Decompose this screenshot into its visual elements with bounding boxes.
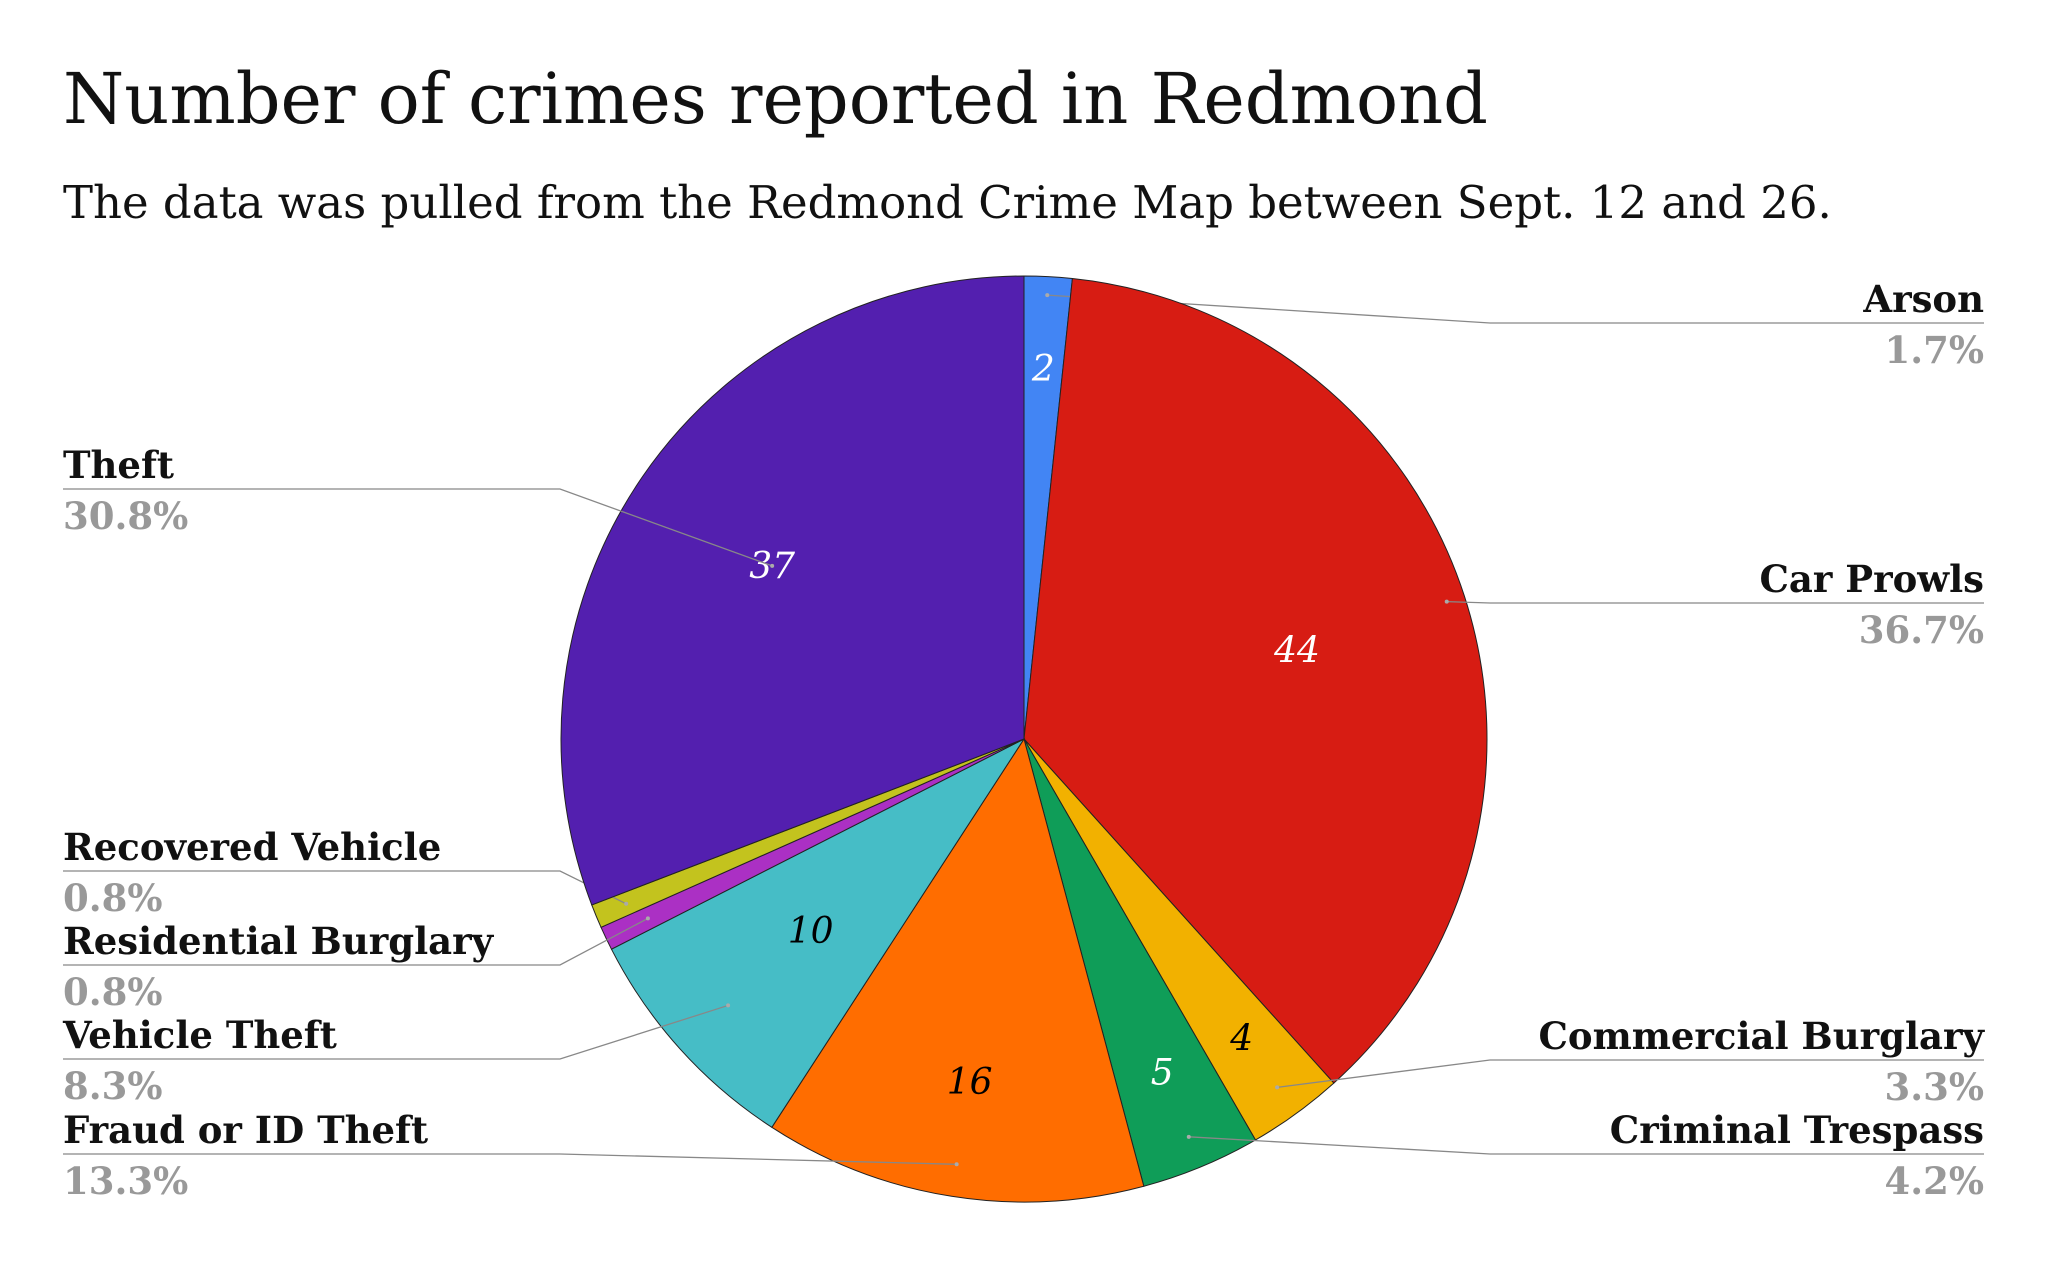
slice-value-label: 4 xyxy=(1229,1019,1253,1060)
leader-line xyxy=(63,488,773,567)
legend-percent: 1.7% xyxy=(1884,328,1984,372)
legend-label: Commercial Burglary xyxy=(1538,1014,1985,1058)
legend-percent: 13.3% xyxy=(63,1159,188,1203)
leader-line xyxy=(1446,600,1984,604)
legend-percent: 36.7% xyxy=(1859,608,1984,652)
slice-value-label: 10 xyxy=(788,911,834,952)
pie-slice-car-prowls xyxy=(1023,277,1488,1084)
leader-dot xyxy=(770,563,775,568)
slice-value-label: 44 xyxy=(1273,630,1320,671)
leader-dot xyxy=(624,901,629,906)
legend-label: Criminal Trespass xyxy=(1610,1108,1984,1152)
legend-label: Arson xyxy=(1862,277,1984,321)
slice-value-label: 5 xyxy=(1151,1053,1174,1094)
leader-dot xyxy=(1444,599,1449,604)
legend-percent: 8.3% xyxy=(63,1064,163,1108)
pie-slice-theft xyxy=(560,275,1025,906)
legend-percent: 4.2% xyxy=(1884,1159,1984,1203)
legend-label: Residential Burglary xyxy=(63,919,495,963)
legend-label: Fraud or ID Theft xyxy=(63,1108,428,1152)
leader-line xyxy=(63,1153,957,1165)
leader-dot xyxy=(1275,1085,1280,1090)
leader-dot xyxy=(1186,1134,1191,1139)
legend-label: Car Prowls xyxy=(1759,557,1984,601)
slice-value-label: 16 xyxy=(947,1062,993,1103)
leader-dot xyxy=(954,1162,959,1167)
legend-label: Recovered Vehicle xyxy=(63,825,441,869)
leader-line xyxy=(1277,1059,1984,1088)
leader-line xyxy=(63,1004,729,1060)
pie-slice-fraud-or-id-theft xyxy=(771,737,1145,1203)
leader-dot xyxy=(726,1003,731,1008)
legend-label: Vehicle Theft xyxy=(62,1013,337,1057)
leader-line xyxy=(63,917,649,966)
legend-percent: 0.8% xyxy=(63,876,163,920)
chart-subtitle: The data was pulled from the Redmond Cri… xyxy=(63,176,1832,229)
legend-percent: 30.8% xyxy=(63,494,188,538)
slice-value-label: 2 xyxy=(1031,349,1055,390)
pie-slice-vehicle-theft xyxy=(610,737,1026,1128)
chart-title: Number of crimes reported in Redmond xyxy=(63,58,1488,140)
leader-dot xyxy=(645,916,650,921)
leader-line xyxy=(1188,1136,1984,1155)
legend-percent: 3.3% xyxy=(1884,1065,1984,1109)
leader-dot xyxy=(1045,293,1050,298)
legend-label: Theft xyxy=(63,443,174,487)
leader-line xyxy=(1047,294,1984,324)
legend-percent: 0.8% xyxy=(63,970,163,1014)
